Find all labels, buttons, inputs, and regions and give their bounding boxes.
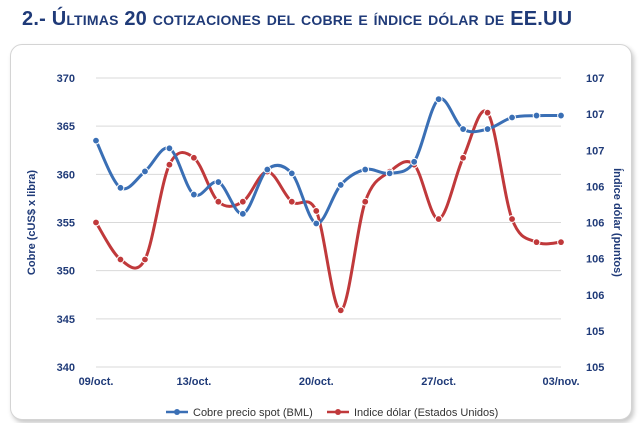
- data-point-dollar: [238, 197, 247, 206]
- data-point-copper: [214, 178, 223, 186]
- data-point-copper: [312, 219, 321, 228]
- data-point-dollar: [508, 215, 516, 223]
- legend-label-dollar: Indice dólar (Estados Unidos): [354, 407, 498, 419]
- data-point-copper: [336, 181, 345, 189]
- y-right-tick-label: 107: [586, 73, 604, 85]
- data-point-copper: [557, 111, 565, 120]
- data-point-copper: [287, 169, 296, 178]
- data-point-dollar: [532, 238, 541, 247]
- y-right-tick-label: 106: [586, 218, 604, 230]
- data-point-dollar: [189, 153, 198, 162]
- legend-marker-copper: [174, 409, 180, 415]
- legend-marker-dollar: [335, 409, 341, 415]
- y-left-tick-label: 355: [57, 218, 75, 230]
- y-left-tick-label: 340: [57, 362, 75, 374]
- data-point-dollar: [336, 306, 345, 315]
- x-tick-label: 13/oct.: [176, 376, 211, 388]
- data-point-dollar: [483, 108, 492, 117]
- page-title: 2.- Últimas 20 cotizaciones del cobre e …: [22, 8, 573, 30]
- y-left-tick-label: 365: [57, 121, 75, 133]
- y-right-tick-label: 107: [586, 109, 604, 121]
- y-left-tick-label: 360: [57, 169, 75, 181]
- y-right-tick-label: 107: [586, 145, 604, 157]
- y-right-axis-title: Índice dólar (puntos): [611, 168, 624, 277]
- data-point-dollar: [312, 207, 321, 215]
- y-right-tick-label: 106: [586, 181, 604, 193]
- data-point-dollar: [557, 238, 565, 247]
- data-point-dollar: [92, 218, 100, 227]
- data-point-copper: [116, 183, 125, 192]
- data-point-copper: [459, 125, 468, 133]
- data-point-dollar: [116, 255, 125, 264]
- data-point-dollar: [287, 197, 296, 206]
- x-tick-label: 09/oct.: [79, 376, 114, 388]
- data-point-dollar: [214, 197, 223, 206]
- x-tick-label: 03/nov.: [542, 376, 579, 388]
- data-point-copper: [532, 111, 541, 120]
- y-right-tick-label: 105: [586, 326, 604, 338]
- y-left-axis-title: Cobre (cUS$ x libra): [26, 170, 38, 275]
- chart-container: 370 365 360 355 350 345 340 107 107 107 106 106 106 1…: [10, 44, 632, 420]
- x-tick-label: 20/oct.: [299, 376, 334, 388]
- data-point-dollar: [459, 153, 468, 162]
- legend-label-copper: Cobre precio spot (BML): [193, 407, 313, 419]
- data-point-copper: [238, 209, 247, 218]
- data-point-copper: [361, 165, 370, 174]
- data-point-copper: [385, 169, 394, 178]
- data-point-dollar: [141, 255, 149, 264]
- line-chart: 370 365 360 355 350 345 340 107 107 107 106 106 106 1…: [26, 73, 624, 419]
- y-right-tick-label: 106: [586, 254, 604, 266]
- data-point-dollar: [434, 215, 443, 223]
- data-point-dollar: [165, 160, 174, 169]
- data-point-copper: [165, 144, 174, 153]
- y-right-tick-label: 105: [586, 362, 604, 374]
- data-point-copper: [189, 190, 198, 199]
- data-point-copper: [92, 136, 100, 145]
- data-point-copper: [410, 157, 419, 166]
- x-tick-label: 27/oct.: [421, 376, 456, 388]
- y-left-tick-label: 370: [57, 73, 75, 85]
- y-right-tick-label: 106: [586, 290, 604, 302]
- data-point-dollar: [361, 197, 370, 206]
- y-left-tick-label: 350: [57, 266, 75, 278]
- data-point-copper: [263, 165, 272, 174]
- data-point-copper: [508, 113, 516, 122]
- y-left-tick-label: 345: [57, 314, 75, 326]
- data-point-copper: [141, 167, 149, 176]
- data-point-copper: [483, 125, 492, 133]
- data-point-copper: [434, 95, 443, 104]
